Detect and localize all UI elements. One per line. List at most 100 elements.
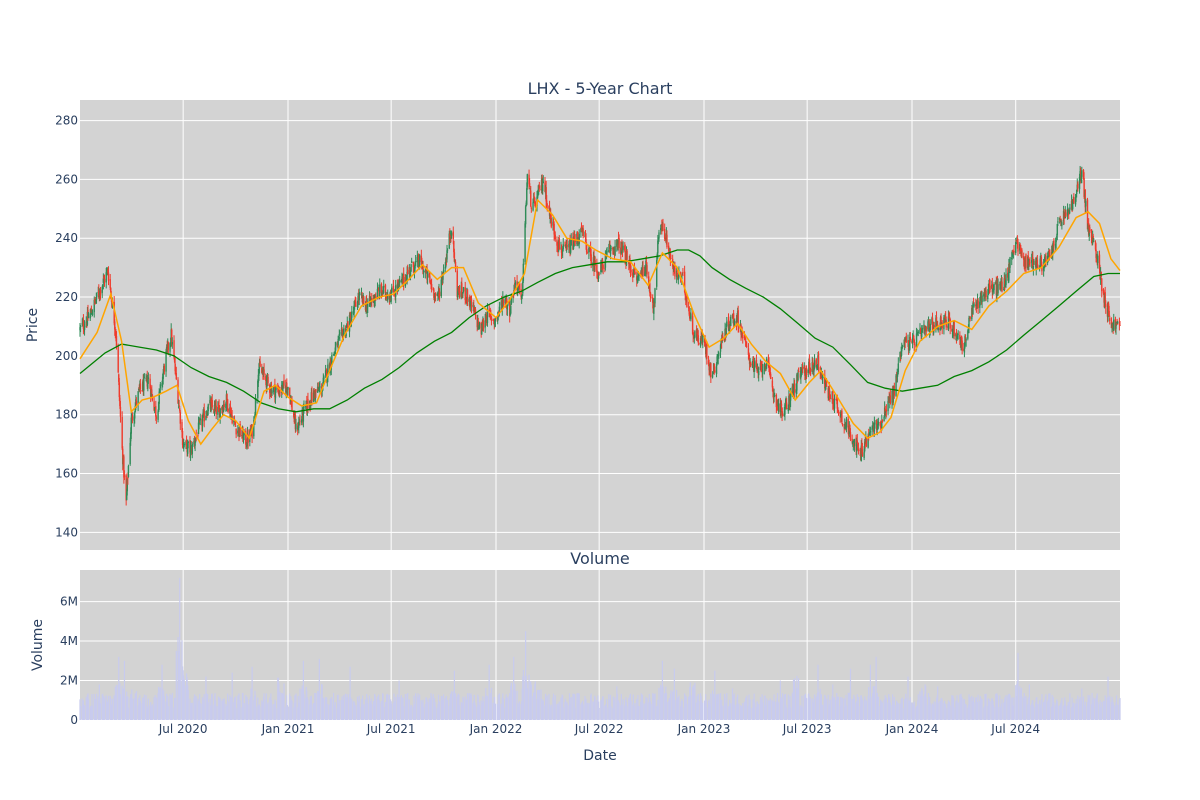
candle-body: [360, 294, 363, 295]
candle-body: [175, 369, 177, 371]
volume-bar: [674, 700, 676, 720]
volume-bar: [1093, 697, 1095, 720]
volume-bar: [302, 660, 304, 720]
volume-bar: [1097, 702, 1099, 720]
candle-body: [261, 367, 263, 373]
candle-body: [580, 228, 582, 233]
volume-bar: [1105, 697, 1107, 720]
candle-body: [384, 284, 387, 296]
volume-bar: [662, 686, 664, 720]
candle-body: [94, 301, 97, 303]
candle-body: [418, 265, 420, 267]
candle-body: [681, 275, 683, 280]
candle-body: [747, 348, 750, 355]
candle-body: [345, 324, 348, 327]
volume-bar: [714, 670, 716, 720]
volume-bar: [821, 704, 824, 720]
candle-body: [789, 393, 792, 401]
candle-body: [498, 311, 500, 314]
volume-bar: [642, 703, 644, 720]
volume-bar: [403, 706, 405, 720]
candle-body: [338, 336, 340, 340]
volume-bar: [909, 697, 911, 720]
candle-body: [271, 390, 273, 394]
candle-body: [1083, 178, 1085, 197]
candle-body: [434, 294, 437, 297]
candle-body: [1056, 224, 1059, 236]
candle-body: [812, 362, 814, 365]
candle-body: [913, 335, 915, 341]
candle-body: [871, 427, 873, 431]
candle-body: [229, 406, 232, 417]
volume-bar: [574, 707, 576, 720]
volume-bar: [1028, 684, 1030, 720]
candle-body: [632, 276, 635, 278]
candle-body: [734, 321, 736, 324]
candle-body: [828, 388, 831, 397]
candle-body: [470, 295, 472, 301]
volume-bar: [809, 699, 812, 720]
candle-body: [135, 400, 138, 405]
candle-body: [690, 313, 692, 320]
candle-body: [1005, 273, 1007, 286]
candle-body: [632, 272, 634, 278]
candle-body: [864, 441, 866, 444]
candle-body: [602, 265, 604, 269]
volume-bar: [379, 702, 381, 720]
candle-body: [973, 304, 975, 306]
candle-body: [636, 277, 639, 280]
date-tick-label: Jan 2023: [677, 722, 731, 736]
candle-body: [1063, 212, 1065, 219]
candle-body: [150, 389, 152, 398]
candle-body: [552, 222, 555, 225]
volume-bar: [853, 697, 856, 720]
candle-body: [967, 330, 969, 339]
candle-body: [1044, 256, 1046, 267]
candle-body: [536, 193, 539, 199]
candle-body: [931, 317, 934, 332]
candle-body: [987, 290, 990, 296]
candle-body: [137, 388, 140, 391]
candle-body: [157, 401, 160, 412]
candle-body: [569, 244, 572, 253]
candle-body: [1042, 264, 1045, 271]
candle-body: [106, 270, 108, 274]
candle-body: [1077, 183, 1079, 189]
candle-body: [292, 411, 295, 418]
candle-body: [584, 234, 587, 238]
candle-body: [1037, 265, 1039, 267]
candle-body: [985, 290, 987, 298]
volume-bar: [857, 696, 860, 720]
volume-bar: [632, 694, 634, 720]
candle-body: [175, 372, 178, 380]
candle-body: [171, 342, 174, 345]
candle-body: [652, 297, 654, 303]
candle-body: [633, 268, 635, 275]
candle-body: [450, 236, 452, 238]
candle-body: [745, 344, 747, 346]
candle-body: [730, 317, 732, 327]
candle-body: [645, 261, 648, 265]
candle-body: [801, 367, 804, 370]
candle-body: [933, 325, 935, 328]
candle-body: [183, 444, 185, 446]
volume-bar: [869, 664, 871, 720]
candle-body: [521, 295, 523, 297]
candle-body: [98, 295, 101, 297]
candle-body: [516, 285, 519, 291]
candle-body: [438, 291, 441, 297]
candle-body: [881, 420, 883, 429]
candle-body: [836, 399, 839, 409]
volume-plot-area[interactable]: [80, 570, 1120, 720]
candle-body: [670, 258, 672, 259]
volume-axis-title: Volume: [30, 619, 46, 671]
candle-body: [420, 255, 423, 263]
candle-body: [102, 278, 105, 283]
candle-body: [169, 342, 172, 346]
candle-body: [556, 245, 559, 248]
volume-bar: [513, 656, 515, 720]
volume-bar: [594, 697, 596, 720]
candle-body: [278, 392, 281, 394]
candle-body: [813, 365, 815, 372]
candle-body: [161, 376, 164, 384]
